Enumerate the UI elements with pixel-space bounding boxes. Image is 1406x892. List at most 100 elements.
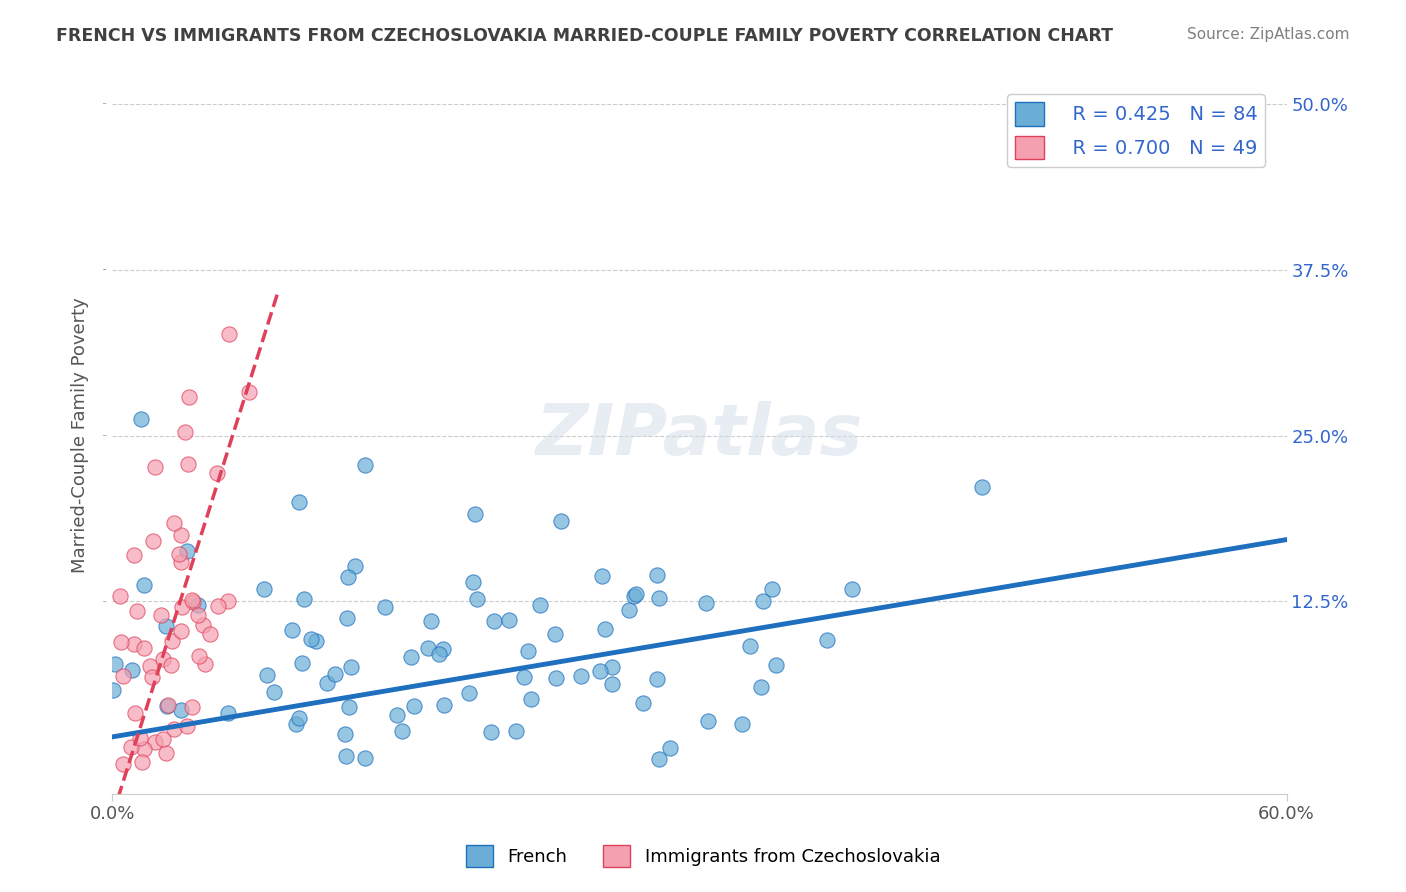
French (402, 698, 425, 713)
Immigrants from Czechoslovakia (160, 658, 183, 673)
Immigrants from Czechoslovakia (141, 670, 163, 684)
French (546, 672, 568, 686)
French (624, 587, 647, 601)
Legend: French, Immigrants from Czechoslovakia: French, Immigrants from Czechoslovakia (458, 838, 948, 874)
French (513, 670, 536, 684)
French (427, 648, 450, 662)
Text: FRENCH VS IMMIGRANTS FROM CZECHOSLOVAKIA MARRIED-COUPLE FAMILY POVERTY CORRELATI: FRENCH VS IMMIGRANTS FROM CZECHOSLOVAKIA… (56, 27, 1114, 45)
French (505, 724, 527, 739)
French (749, 680, 772, 694)
French (340, 660, 363, 674)
French (316, 676, 339, 690)
Immigrants from Czechoslovakia (179, 390, 201, 404)
Immigrants from Czechoslovakia (139, 658, 162, 673)
French (121, 663, 143, 677)
Immigrants from Czechoslovakia (110, 589, 132, 603)
Immigrants from Czechoslovakia (131, 755, 153, 769)
French (399, 650, 422, 665)
French (645, 567, 668, 582)
French (696, 714, 718, 728)
French (253, 582, 276, 596)
Immigrants from Czechoslovakia (200, 626, 222, 640)
French (600, 660, 623, 674)
Text: ZIPatlas: ZIPatlas (536, 401, 863, 470)
French (433, 698, 456, 712)
French (419, 614, 441, 628)
French (385, 708, 408, 723)
French (170, 703, 193, 717)
French (465, 591, 488, 606)
French (591, 569, 613, 583)
French (516, 643, 538, 657)
Immigrants from Czechoslovakia (173, 425, 195, 439)
Immigrants from Czechoslovakia (181, 594, 204, 608)
French (305, 634, 328, 648)
French (337, 570, 360, 584)
French (738, 639, 761, 653)
French (299, 632, 322, 646)
Immigrants from Czechoslovakia (162, 516, 184, 530)
Immigrants from Czechoslovakia (111, 756, 134, 771)
Immigrants from Czechoslovakia (238, 385, 260, 400)
Immigrants from Czechoslovakia (169, 547, 191, 561)
French (101, 682, 124, 697)
French (344, 558, 367, 573)
Immigrants from Czechoslovakia (187, 608, 209, 623)
French (550, 514, 572, 528)
Immigrants from Czechoslovakia (170, 528, 193, 542)
French (544, 627, 567, 641)
French (658, 741, 681, 756)
French (815, 633, 838, 648)
Immigrants from Czechoslovakia (120, 740, 142, 755)
French (263, 685, 285, 699)
French (292, 592, 315, 607)
Immigrants from Czechoslovakia (162, 633, 184, 648)
French (765, 658, 787, 673)
French (464, 507, 486, 521)
French (176, 543, 198, 558)
French (645, 672, 668, 686)
French (761, 582, 783, 596)
French (731, 716, 754, 731)
French (498, 614, 520, 628)
Immigrants from Czechoslovakia (194, 657, 217, 671)
French (155, 619, 177, 633)
Immigrants from Czechoslovakia (152, 732, 174, 747)
French (593, 623, 616, 637)
French (623, 589, 645, 603)
French (841, 582, 863, 596)
French (335, 748, 357, 763)
Immigrants from Czechoslovakia (155, 746, 177, 760)
Y-axis label: Married-Couple Family Poverty: Married-Couple Family Poverty (72, 298, 89, 574)
Immigrants from Czechoslovakia (125, 604, 148, 618)
French (335, 727, 357, 741)
French (479, 725, 502, 739)
Immigrants from Czechoslovakia (143, 735, 166, 749)
Immigrants from Czechoslovakia (193, 618, 215, 632)
Immigrants from Czechoslovakia (156, 698, 179, 712)
French (337, 699, 360, 714)
Immigrants from Czechoslovakia (163, 722, 186, 736)
French (353, 458, 375, 473)
French (132, 578, 155, 592)
French (156, 699, 179, 714)
Immigrants from Czechoslovakia (217, 593, 239, 607)
Immigrants from Czechoslovakia (111, 669, 134, 683)
French (391, 724, 413, 739)
French (416, 641, 439, 656)
Immigrants from Czechoslovakia (110, 635, 132, 649)
Immigrants from Czechoslovakia (129, 731, 152, 746)
French (354, 750, 377, 764)
Immigrants from Czechoslovakia (132, 640, 155, 655)
Immigrants from Czechoslovakia (150, 607, 173, 622)
French (529, 598, 551, 612)
Immigrants from Czechoslovakia (122, 637, 145, 651)
French (600, 676, 623, 690)
French (217, 706, 239, 721)
French (323, 667, 346, 681)
Text: Source: ZipAtlas.com: Source: ZipAtlas.com (1187, 27, 1350, 42)
French (285, 717, 308, 731)
French (104, 657, 127, 671)
French (647, 591, 669, 606)
French (432, 641, 454, 656)
